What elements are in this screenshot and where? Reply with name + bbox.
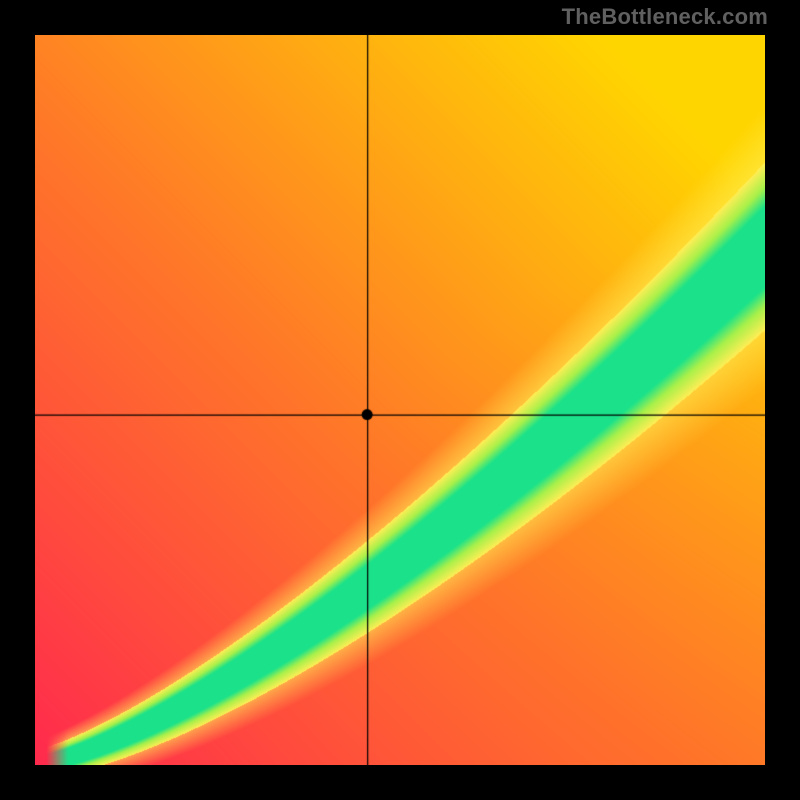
heatmap-canvas <box>35 35 765 765</box>
plot-area <box>35 35 765 765</box>
watermark-text: TheBottleneck.com <box>562 4 768 30</box>
figure-frame: TheBottleneck.com <box>0 0 800 800</box>
